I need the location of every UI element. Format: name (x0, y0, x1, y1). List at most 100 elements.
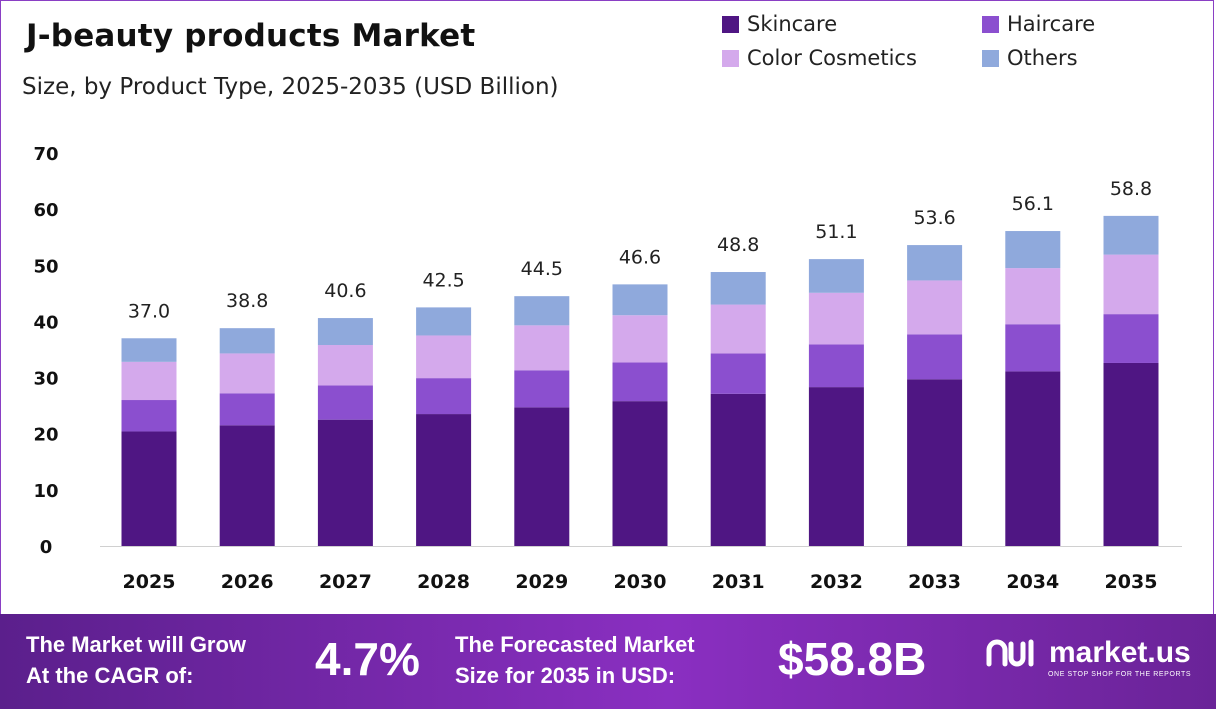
bar-segment-color-cosmetics (317, 345, 373, 386)
bar-stack-2031 (710, 272, 766, 546)
market-us-logo-icon (986, 639, 1034, 667)
x-tick-label: 2033 (908, 571, 961, 593)
stacked-bar-chart: 01020304050607037.0202538.8202640.620274… (33, 144, 1182, 593)
bar-segment-skincare (416, 414, 472, 546)
bar-segment-others (710, 272, 766, 305)
bar-segment-haircare (219, 393, 275, 426)
bar-segment-others (612, 284, 668, 316)
bar-stack-2033 (907, 245, 963, 546)
bar-segment-skincare (710, 393, 766, 546)
bar-total-label: 40.6 (324, 280, 366, 302)
bar-segment-haircare (710, 353, 766, 394)
bar-segment-color-cosmetics (710, 304, 766, 354)
bar-total-label: 48.8 (717, 234, 759, 256)
x-tick-label: 2028 (417, 571, 470, 593)
y-tick-label: 20 (33, 425, 58, 446)
bar-segment-skincare (219, 425, 275, 546)
bar-segment-color-cosmetics (612, 315, 668, 363)
legend-item-others: Others (982, 46, 1078, 70)
bar-total-label: 56.1 (1012, 193, 1054, 215)
cagr-label: The Market will Grow At the CAGR of: (26, 629, 246, 691)
bar-segment-skincare (121, 431, 177, 546)
bar-segment-skincare (907, 379, 963, 546)
bar-segment-skincare (612, 401, 668, 546)
bar-segment-haircare (416, 378, 472, 415)
bar-segment-color-cosmetics (416, 335, 472, 379)
bar-segment-color-cosmetics (808, 292, 864, 345)
bar-stack-2028 (416, 307, 472, 546)
bar-stack-2025 (121, 338, 177, 546)
y-tick-label: 50 (33, 256, 58, 277)
x-tick-label: 2035 (1105, 571, 1158, 593)
x-tick-label: 2031 (712, 571, 765, 593)
y-tick-label: 60 (33, 200, 58, 221)
y-tick-label: 30 (33, 369, 58, 390)
cagr-label-line1: The Market will Grow (26, 632, 247, 657)
chart-legend: Skincare Haircare Color Cosmetics Others (722, 12, 1142, 82)
bar-stack-2035 (1103, 215, 1159, 546)
chart-title: J-beauty products Market (26, 18, 476, 54)
legend-label-others: Others (1007, 46, 1078, 70)
bar-segment-others (1005, 231, 1061, 269)
x-tick-label: 2032 (810, 571, 863, 593)
bar-segment-haircare (317, 385, 373, 420)
bar-segment-others (416, 307, 472, 336)
legend-item-color-cosmetics: Color Cosmetics (722, 46, 917, 70)
forecast-label-line1: The Forecasted Market (455, 632, 695, 657)
bar-segment-color-cosmetics (1103, 254, 1159, 315)
brand-logo[interactable]: market.us (985, 636, 1191, 670)
bar-segment-others (808, 259, 864, 293)
bar-segment-color-cosmetics (1005, 268, 1061, 325)
bar-stack-2034 (1005, 231, 1061, 546)
brand-name: market.us (1049, 636, 1191, 669)
bar-segment-skincare (317, 419, 373, 546)
bar-stack-2027 (317, 318, 373, 546)
x-tick-label: 2027 (319, 571, 372, 593)
forecast-label: The Forecasted Market Size for 2035 in U… (455, 629, 695, 691)
legend-swatch-skincare (722, 15, 739, 33)
bar-total-label: 38.8 (226, 290, 268, 312)
footer-banner: The Market will Grow At the CAGR of: 4.7… (0, 614, 1216, 709)
bar-total-label: 58.8 (1110, 178, 1152, 200)
bar-segment-haircare (121, 400, 177, 432)
bar-segment-others (121, 338, 177, 362)
y-tick-label: 40 (33, 312, 58, 333)
bar-total-label: 46.6 (619, 246, 661, 268)
legend-label-skincare: Skincare (747, 12, 838, 36)
x-tick-label: 2026 (221, 571, 274, 593)
legend-label-color-cosmetics: Color Cosmetics (747, 46, 917, 70)
cagr-label-line2: At the CAGR of: (26, 663, 194, 688)
bar-segment-color-cosmetics (514, 325, 570, 371)
y-tick-label: 10 (33, 481, 58, 502)
bar-segment-skincare (1005, 371, 1061, 546)
bar-total-label: 37.0 (128, 300, 170, 322)
bar-segment-haircare (514, 370, 570, 408)
legend-label-haircare: Haircare (1007, 12, 1096, 36)
bar-segment-haircare (1005, 324, 1061, 372)
bar-segment-others (1103, 215, 1159, 255)
bar-total-label: 42.5 (422, 269, 464, 291)
legend-swatch-haircare (982, 15, 999, 33)
bar-total-label: 51.1 (815, 221, 857, 243)
forecast-label-line2: Size for 2035 in USD: (455, 663, 676, 688)
y-tick-label: 0 (40, 537, 53, 558)
bar-segment-others (219, 328, 275, 354)
y-tick-label: 70 (33, 144, 58, 165)
chart-subtitle: Size, by Product Type, 2025-2035 (USD Bi… (22, 74, 559, 100)
bar-segment-haircare (907, 334, 963, 380)
bar-segment-skincare (808, 387, 864, 546)
bar-segment-skincare (514, 407, 570, 546)
x-tick-label: 2029 (515, 571, 568, 593)
bar-segment-skincare (1103, 362, 1159, 546)
bar-stack-2030 (612, 284, 668, 546)
bar-total-label: 44.5 (521, 258, 563, 280)
bar-segment-color-cosmetics (907, 280, 963, 335)
bar-segment-others (907, 245, 963, 281)
bar-stack-2026 (219, 328, 275, 546)
bar-stack-2032 (808, 259, 864, 546)
cagr-value: 4.7% (315, 633, 420, 685)
bar-segment-haircare (612, 362, 668, 402)
bar-segment-others (317, 318, 373, 346)
brand-tagline: ONE STOP SHOP FOR THE REPORTS (1048, 671, 1192, 678)
legend-swatch-color-cosmetics (722, 49, 739, 67)
